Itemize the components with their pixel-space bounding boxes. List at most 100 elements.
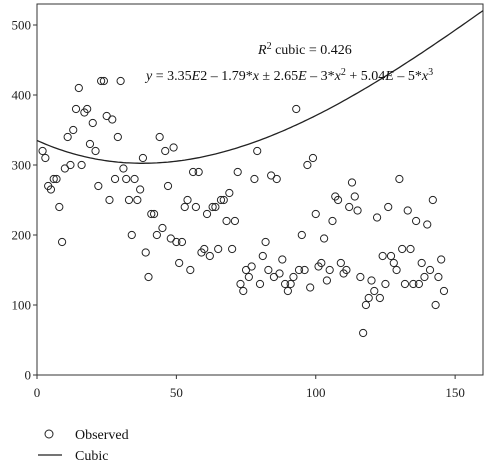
observed-point — [133, 195, 142, 205]
observed-point — [202, 209, 212, 219]
observed-point — [308, 153, 318, 163]
observed-point — [264, 265, 273, 275]
observed-point — [381, 279, 390, 289]
observed-point — [66, 160, 75, 170]
observed-point — [389, 258, 398, 268]
observed-point — [63, 132, 72, 142]
y-tick-label: 200 — [12, 228, 32, 243]
observed-point — [378, 251, 387, 261]
observed-point — [311, 209, 320, 219]
observed-point — [49, 174, 58, 184]
observed-point — [158, 223, 167, 233]
observed-point — [384, 202, 393, 212]
x-tick-label: 50 — [170, 385, 183, 400]
observed-point — [431, 300, 440, 310]
observed-point — [144, 272, 153, 282]
observed-point — [244, 272, 253, 282]
observed-point — [230, 216, 240, 226]
observed-point — [183, 195, 192, 205]
observed-point — [425, 265, 435, 275]
observed-point — [233, 167, 242, 177]
observed-point — [138, 153, 148, 163]
observed-point — [347, 178, 357, 187]
observed-point — [434, 272, 443, 282]
observed-point — [149, 209, 159, 219]
observed-point — [406, 244, 415, 254]
legend-observed-marker — [44, 429, 54, 439]
observed-point — [439, 286, 449, 296]
observed-point — [292, 104, 301, 114]
observed-point — [177, 237, 187, 247]
y-tick-label: 0 — [25, 368, 32, 383]
observed-point — [141, 248, 150, 257]
observed-point — [409, 279, 418, 289]
observed-point — [300, 265, 309, 275]
observed-point — [328, 216, 337, 226]
observed-point — [253, 146, 262, 156]
observed-point — [398, 244, 407, 254]
observed-point — [423, 220, 432, 229]
observed-point — [219, 195, 228, 205]
observed-point — [216, 195, 226, 205]
observed-point — [136, 185, 145, 194]
observed-point — [110, 174, 120, 184]
observed-point — [375, 293, 384, 303]
observed-point — [74, 83, 83, 93]
x-tick-label: 150 — [445, 385, 465, 400]
observed-point — [147, 209, 156, 219]
observed-point — [228, 244, 237, 254]
observed-point — [306, 283, 315, 292]
observed-point — [294, 265, 304, 275]
observed-point — [85, 139, 95, 149]
observed-point — [225, 188, 234, 198]
observed-point — [250, 174, 259, 184]
observed-point — [353, 206, 362, 215]
observed-point — [420, 272, 429, 282]
observed-point — [333, 195, 343, 205]
observed-point — [372, 213, 382, 222]
observed-point — [97, 76, 106, 86]
observed-point — [200, 244, 209, 254]
observed-point — [272, 174, 281, 184]
observed-point — [283, 286, 292, 296]
observed-point — [41, 153, 50, 163]
y-tick-label: 100 — [12, 298, 32, 313]
observed-point — [261, 237, 270, 247]
observed-point — [55, 202, 64, 212]
observed-point — [320, 234, 329, 243]
observed-point — [412, 216, 421, 226]
observed-point — [400, 279, 410, 289]
observed-point — [258, 251, 267, 261]
observed-point — [325, 265, 334, 275]
observed-point — [119, 164, 128, 173]
observed-point — [189, 167, 198, 177]
x-tick-label: 100 — [306, 385, 326, 400]
cubic-fit-line — [36, 10, 484, 164]
y-tick-label: 400 — [12, 88, 32, 103]
observed-point — [289, 272, 298, 282]
observed-point — [130, 174, 139, 184]
observed-point — [108, 115, 117, 124]
observed-point — [214, 244, 223, 254]
observed-point — [194, 167, 203, 177]
observed-point — [367, 276, 376, 285]
observed-point — [161, 146, 170, 156]
observed-point — [370, 286, 379, 296]
observed-point — [386, 251, 396, 261]
observed-point — [122, 174, 131, 184]
observed-point — [57, 237, 67, 247]
plot-frame — [36, 3, 484, 376]
observed-point — [99, 76, 109, 86]
observed-point — [113, 132, 122, 142]
observed-point — [124, 195, 134, 205]
observed-point — [414, 279, 423, 289]
observed-point — [247, 262, 256, 271]
observed-point — [69, 125, 78, 135]
observed-point — [403, 206, 412, 215]
observed-point — [336, 258, 345, 268]
observed-point — [180, 202, 189, 212]
observed-point — [417, 258, 426, 268]
observed-point — [71, 104, 81, 114]
observed-point — [303, 160, 312, 170]
